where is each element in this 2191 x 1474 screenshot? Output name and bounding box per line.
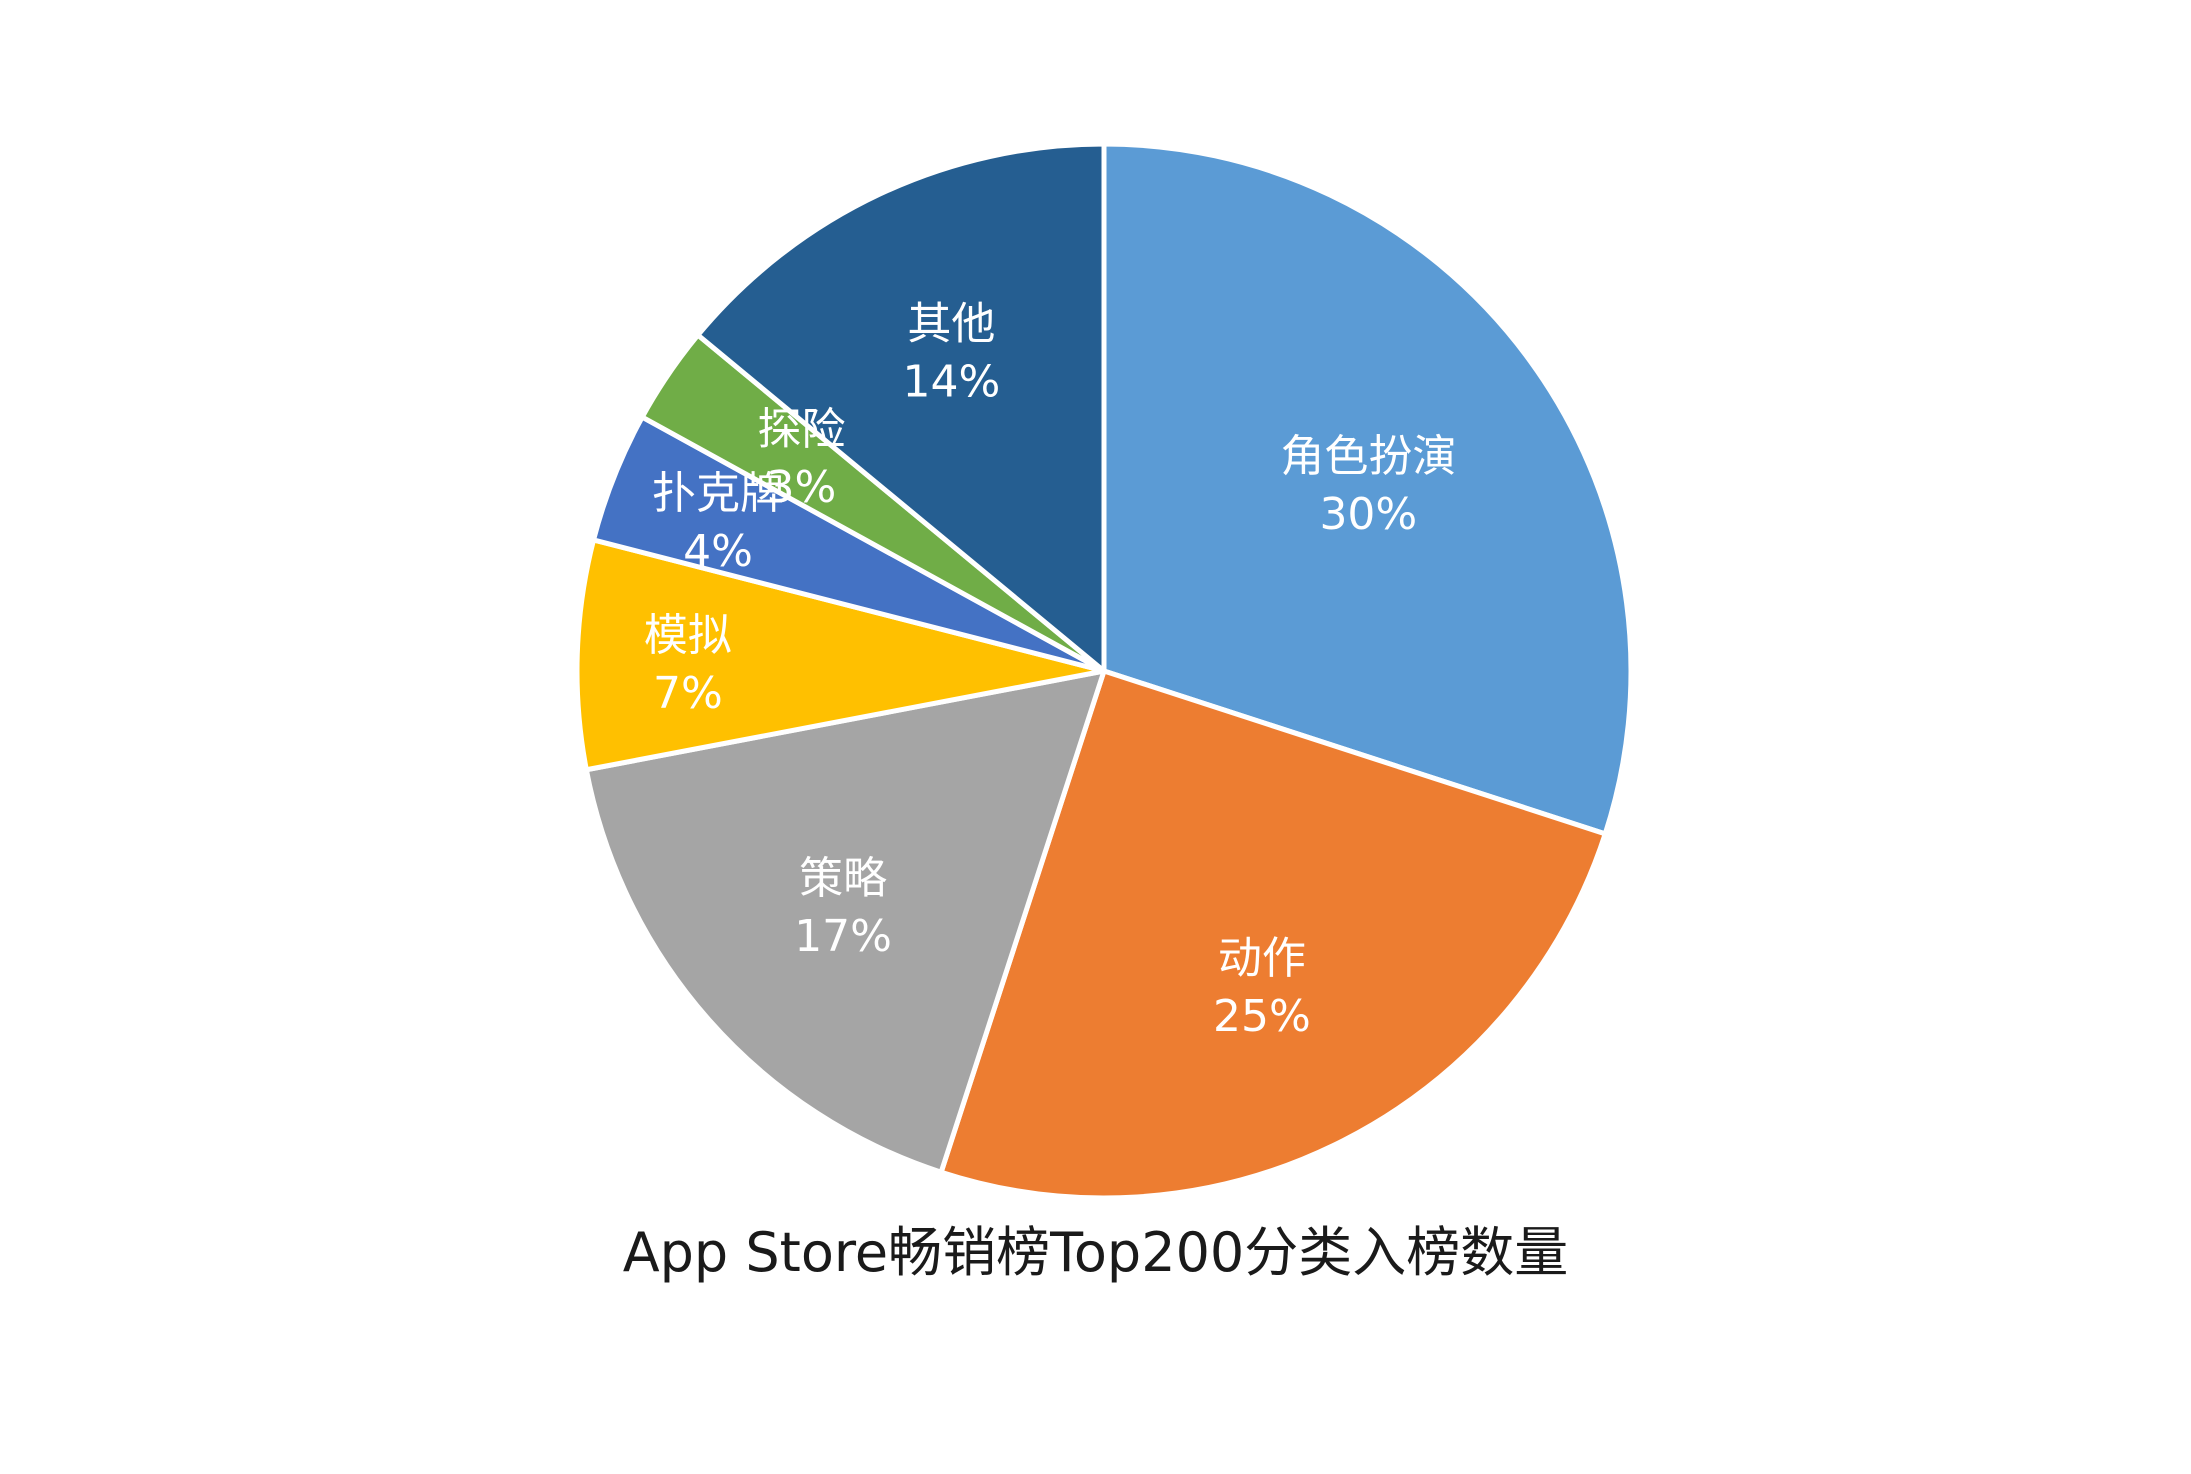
slice-category-label: 策略 — [799, 853, 887, 904]
pie-slice — [574, 537, 1107, 773]
slice-category-label: 模拟 — [644, 610, 732, 661]
pie-slice — [938, 668, 1608, 1201]
slice-percent-label: 17% — [794, 911, 892, 962]
slice-category-label: 探险 — [757, 404, 845, 455]
slice-percent-label: 30% — [1319, 489, 1417, 540]
pie-slice — [695, 141, 1107, 674]
slice-category-label: 角色扮演 — [1280, 431, 1456, 482]
slice-percent-label: 4% — [683, 526, 753, 577]
slice-percent-label: 3% — [767, 462, 837, 513]
chart-title: App Store畅销榜Top200分类入榜数量 — [622, 1221, 1569, 1284]
slice-percent-label: 7% — [653, 668, 723, 719]
pie-slices — [574, 141, 1634, 1201]
data-labels: 角色扮演 30% 动作 25% 策略 17% 模拟 7% 扑克牌 4% 探险 3% 其他 14% — [644, 299, 1456, 1042]
slice-category-label: 其他 — [907, 299, 995, 350]
slice-percent-label: 25% — [1213, 991, 1311, 1042]
pie-slice — [1101, 141, 1634, 837]
slice-percent-label: 14% — [903, 357, 1001, 408]
slice-category-label: 扑克牌 — [652, 468, 784, 519]
pie-slice — [583, 668, 1107, 1175]
slice-category-label: 动作 — [1218, 933, 1306, 984]
